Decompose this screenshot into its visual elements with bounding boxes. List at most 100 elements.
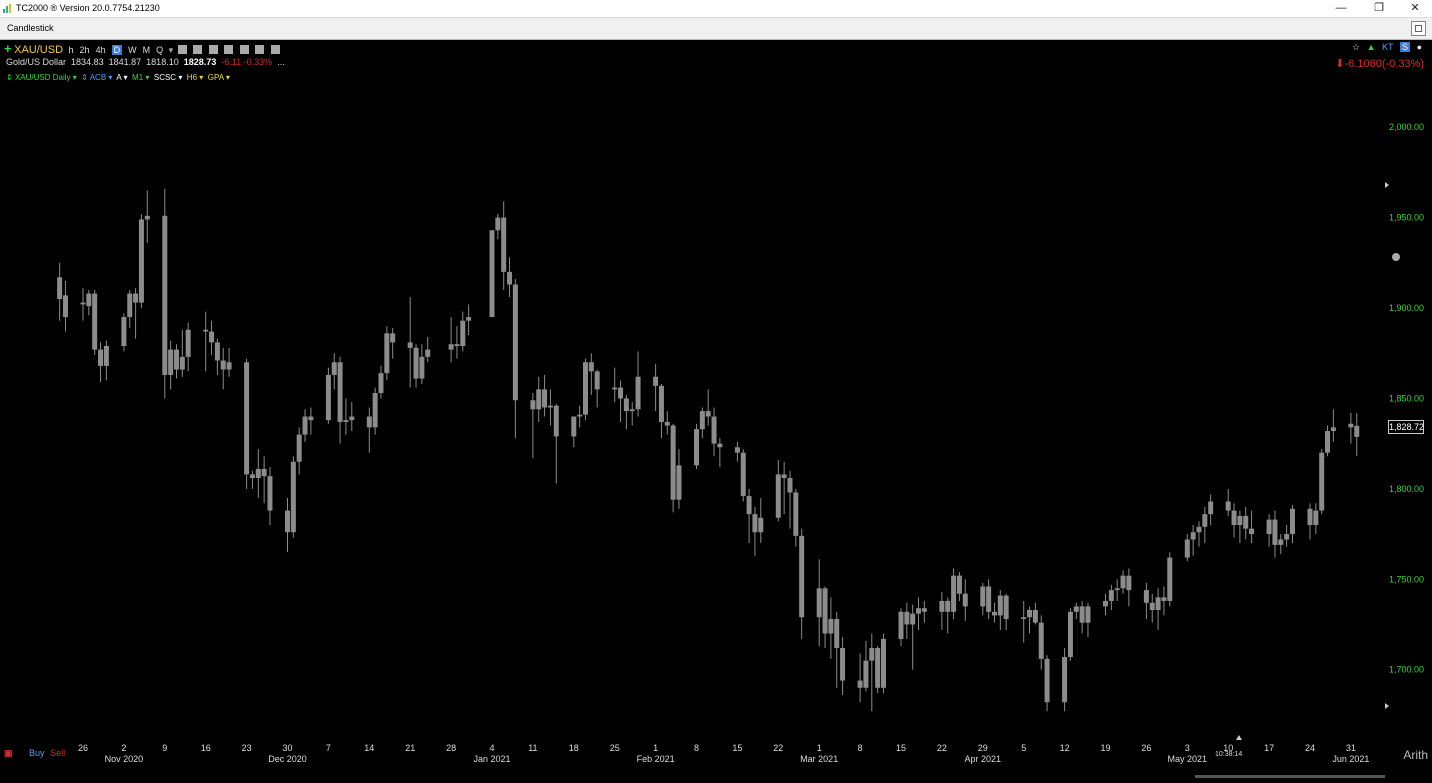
candle bbox=[799, 528, 805, 639]
candle-body bbox=[144, 215, 150, 220]
timeframe-h[interactable]: h bbox=[68, 45, 74, 55]
x-tick-label: 19 bbox=[1100, 743, 1110, 753]
candle-body bbox=[173, 349, 179, 370]
timeframe-M[interactable]: M bbox=[142, 45, 151, 55]
comment-icon[interactable] bbox=[255, 45, 265, 54]
close-button[interactable]: ✕ bbox=[1410, 2, 1420, 14]
x-tick-label: 17 bbox=[1264, 743, 1274, 753]
candle bbox=[734, 441, 740, 462]
network-icon[interactable]: ● bbox=[1416, 42, 1422, 52]
candle bbox=[1120, 570, 1126, 594]
scan-badge[interactable]: S bbox=[1400, 42, 1411, 52]
candle bbox=[991, 602, 997, 623]
candle bbox=[717, 438, 723, 468]
timeframe-D[interactable]: D bbox=[111, 45, 123, 55]
indicator-acb[interactable]: ⇕ ACB ▾ bbox=[81, 73, 113, 82]
candle-body bbox=[1120, 575, 1126, 589]
zoom-icon[interactable] bbox=[1392, 253, 1400, 261]
restore-pane-icon[interactable] bbox=[1411, 21, 1426, 36]
candle-body bbox=[880, 638, 886, 688]
right-header-badges: ☆ ▲ KT S ● bbox=[1348, 42, 1422, 53]
candle-body bbox=[787, 478, 793, 493]
candle-body bbox=[1143, 590, 1149, 603]
candle bbox=[664, 411, 670, 435]
candle bbox=[390, 327, 396, 359]
candle bbox=[372, 387, 378, 435]
calculator-icon[interactable] bbox=[224, 45, 234, 54]
symbol-label[interactable]: XAU/USD bbox=[14, 44, 64, 56]
candle bbox=[547, 389, 553, 426]
horizontal-scrollbar[interactable] bbox=[1195, 775, 1385, 778]
candle-body bbox=[863, 660, 869, 688]
dropdown-icon[interactable]: ▾ bbox=[168, 45, 174, 55]
y-tick-label: 1,950.00 bbox=[1389, 213, 1424, 223]
candle bbox=[448, 317, 454, 363]
x-tick-label: 22 bbox=[937, 743, 947, 753]
timeframe-4h[interactable]: 4h bbox=[95, 45, 106, 55]
candle-body bbox=[1027, 610, 1033, 618]
candle-body bbox=[635, 376, 641, 410]
candle bbox=[1313, 503, 1319, 535]
chart-tab-bar: Candlestick bbox=[0, 18, 1432, 40]
indicator-m1[interactable]: M1 ▾ bbox=[132, 73, 150, 82]
trade-icon[interactable]: ▣ bbox=[4, 748, 13, 758]
candle-body bbox=[1231, 510, 1237, 526]
open-value: 1834.83 bbox=[71, 57, 104, 67]
candle-body bbox=[448, 344, 454, 350]
indicator-h6[interactable]: H6 ▾ bbox=[186, 73, 204, 82]
candle-body bbox=[658, 385, 664, 422]
sell-button[interactable]: Sell bbox=[50, 748, 66, 758]
restore-button[interactable]: ❐ bbox=[1374, 2, 1384, 14]
candle bbox=[1155, 588, 1161, 630]
candle bbox=[57, 262, 63, 321]
candle-body bbox=[1067, 611, 1073, 658]
candle bbox=[588, 353, 594, 395]
tab-candlestick[interactable]: Candlestick bbox=[7, 23, 54, 33]
low-value: 1818.10 bbox=[146, 57, 179, 67]
buy-button[interactable]: Buy bbox=[29, 748, 45, 758]
candle bbox=[880, 633, 886, 694]
note-icon[interactable] bbox=[208, 45, 218, 54]
watchlist-star-icon[interactable]: ☆ bbox=[1351, 42, 1361, 52]
pencil-icon[interactable] bbox=[239, 45, 249, 54]
instrument-name: Gold/US Dollar bbox=[6, 57, 67, 67]
candle bbox=[828, 597, 834, 659]
indicator-a[interactable]: A ▾ bbox=[116, 73, 128, 82]
candle-body bbox=[255, 468, 261, 478]
alert-icon[interactable]: ▲ bbox=[1366, 42, 1376, 52]
more-button[interactable]: ... bbox=[277, 57, 285, 67]
candle bbox=[1278, 534, 1284, 554]
scroll-up-marker-icon[interactable] bbox=[1385, 182, 1389, 188]
candle-body bbox=[717, 443, 723, 448]
candle-body bbox=[740, 452, 746, 497]
candle-body bbox=[1184, 539, 1190, 558]
timeframe-W[interactable]: W bbox=[128, 45, 137, 55]
chart-type-icon[interactable] bbox=[177, 45, 187, 54]
bars-icon[interactable] bbox=[193, 45, 203, 54]
candle bbox=[775, 459, 781, 522]
share-icon[interactable] bbox=[270, 45, 280, 54]
title-bar: TC2000 ® Version 20.0.7754.21230 — ❐ ✕ bbox=[0, 0, 1432, 18]
month-label: May 2021 bbox=[1168, 754, 1208, 764]
high-value: 1841.87 bbox=[108, 57, 142, 67]
candle bbox=[542, 374, 548, 417]
indicator-main[interactable]: ⇕ XAU/USD Daily ▾ bbox=[6, 73, 77, 82]
scroll-down-marker-icon[interactable] bbox=[1385, 703, 1389, 709]
scale-mode-button[interactable]: Arith bbox=[1403, 748, 1428, 762]
minimize-button[interactable]: — bbox=[1335, 2, 1347, 14]
candle-body bbox=[1021, 617, 1027, 620]
candle bbox=[1114, 579, 1120, 601]
timeframe-Q[interactable]: Q bbox=[156, 45, 164, 55]
candle-body bbox=[746, 496, 752, 515]
candle bbox=[179, 329, 185, 377]
timeframe-2h[interactable]: 2h bbox=[79, 45, 90, 55]
indicator-scsc[interactable]: SCSC ▾ bbox=[153, 73, 183, 82]
candle bbox=[1237, 510, 1243, 544]
kt-badge[interactable]: KT bbox=[1382, 42, 1394, 52]
candle bbox=[670, 423, 676, 513]
x-tick-label: 8 bbox=[858, 743, 863, 753]
indicator-gpa[interactable]: GPA ▾ bbox=[207, 73, 230, 82]
add-symbol-icon[interactable]: + bbox=[4, 41, 12, 56]
candle-body bbox=[816, 588, 822, 618]
